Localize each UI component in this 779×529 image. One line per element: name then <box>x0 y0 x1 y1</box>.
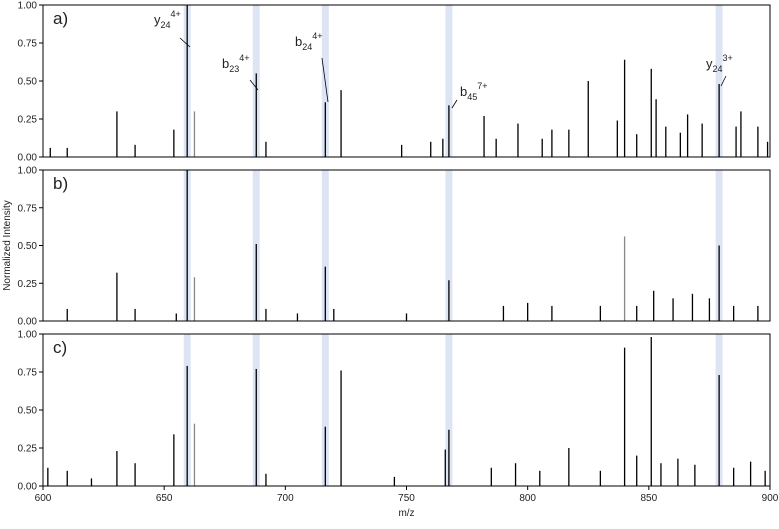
y-tick-label: 0.00 <box>18 153 38 164</box>
y-tick-label: 1.00 <box>18 166 38 177</box>
highlight-band <box>445 5 453 157</box>
annotation-charge: 4+ <box>171 9 181 19</box>
annotation-leader <box>249 79 259 91</box>
y-tick-label: 0.50 <box>18 77 38 88</box>
annotation-charge: 4+ <box>239 53 249 63</box>
peak-annotation: b244+ <box>295 31 323 52</box>
x-axis-label: m/z <box>398 508 414 519</box>
x-tick-label: 650 <box>156 493 173 504</box>
x-tick-label: 600 <box>35 493 52 504</box>
y-tick-label: 0.25 <box>18 115 38 126</box>
annotation-index: 23 <box>229 64 239 74</box>
annotation-index: 24 <box>713 64 723 74</box>
y-tick-label: 1.00 <box>18 330 38 341</box>
x-tick-label: 700 <box>277 493 294 504</box>
annotation-index: 24 <box>161 20 171 30</box>
y-tick-label: 0.75 <box>18 39 38 50</box>
peak-annotation: b234+ <box>222 53 250 74</box>
annotation-index: 24 <box>302 42 312 52</box>
y-axis-label: Normalized Intensity <box>2 200 13 291</box>
peak-annotation: b457+ <box>460 81 488 102</box>
y-tick-label: 0.00 <box>18 317 38 328</box>
annotation-ion: y <box>706 56 713 71</box>
annotation-ion: b <box>295 34 302 49</box>
y-tick-label: 1.00 <box>18 1 38 12</box>
highlight-band <box>445 334 453 486</box>
y-tick-label: 0.25 <box>18 444 38 455</box>
annotation-leader <box>720 75 727 87</box>
y-tick-label: 0.75 <box>18 203 38 214</box>
annotation-leader <box>179 37 191 48</box>
annotation-leader <box>321 57 329 103</box>
panel-label: c) <box>53 338 67 357</box>
annotation-charge: 4+ <box>312 31 322 41</box>
highlight-band <box>445 170 453 321</box>
annotation-index: 45 <box>467 92 477 102</box>
y-tick-label: 0.75 <box>18 368 38 379</box>
panel-label: a) <box>53 9 68 28</box>
panel-label: b) <box>53 174 68 193</box>
x-tick-label: 800 <box>519 493 536 504</box>
highlight-band <box>715 5 723 157</box>
annotation-ion: y <box>154 12 161 27</box>
y-tick-label: 0.50 <box>18 406 38 417</box>
peak-annotation: y244+ <box>154 9 181 30</box>
highlight-band <box>321 170 329 321</box>
y-tick-label: 0.25 <box>18 279 38 290</box>
x-tick-label: 750 <box>398 493 415 504</box>
annotation-charge: 3+ <box>723 53 733 63</box>
x-tick-label: 850 <box>640 493 657 504</box>
highlight-band <box>321 334 329 486</box>
peak-annotation: y243+ <box>706 53 733 74</box>
plot-frame <box>42 4 771 158</box>
annotation-charge: 7+ <box>477 81 487 91</box>
annotation-ion: b <box>222 56 229 71</box>
annotation-ion: b <box>460 84 467 99</box>
plot-frame <box>42 169 771 322</box>
y-tick-label: 0.00 <box>18 482 38 493</box>
annotation-leader <box>451 99 458 109</box>
y-tick-label: 0.50 <box>18 241 38 252</box>
x-tick-label: 900 <box>762 493 779 504</box>
